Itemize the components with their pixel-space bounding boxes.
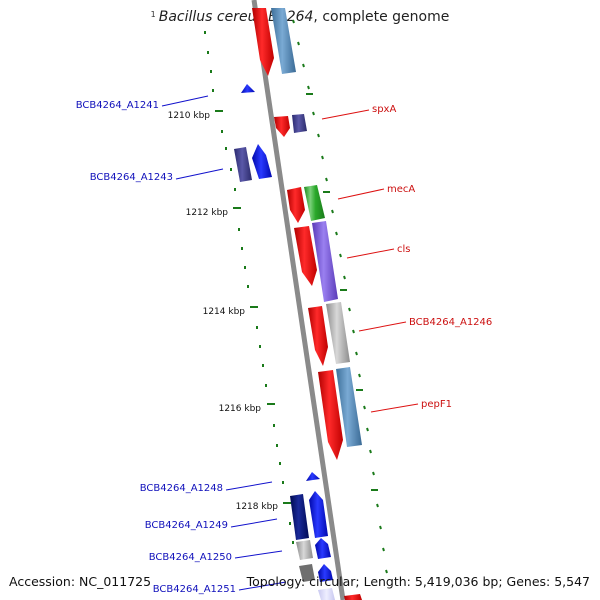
scale-ring-inner xyxy=(204,31,294,544)
gene-arrow[interactable] xyxy=(344,594,362,600)
reverse-gene-labels: BCB4264_A1241 BCB4264_A1243 BCB4264_A124… xyxy=(76,100,236,595)
gene-BCB4264_A1241[interactable] xyxy=(241,84,255,93)
label-mecA[interactable]: mecA xyxy=(387,184,415,195)
reverse-strand-genes xyxy=(234,84,333,582)
genome-backbone xyxy=(251,0,346,600)
gene-arrow[interactable] xyxy=(304,185,325,221)
gene-arrow[interactable] xyxy=(271,8,296,74)
scale-label-1218: 1218 kbp xyxy=(236,502,279,512)
label-BCB4264_A1243[interactable]: BCB4264_A1243 xyxy=(90,172,173,183)
gene-cls[interactable] xyxy=(294,226,317,286)
label-BCB4264_A1241[interactable]: BCB4264_A1241 xyxy=(76,100,159,111)
label-BCB4264_A1248[interactable]: BCB4264_A1248 xyxy=(140,483,223,494)
topology-summary: Topology: circular; Length: 5,419,036 bp… xyxy=(246,574,590,589)
label-cls[interactable]: cls xyxy=(397,244,411,255)
gene-arrow[interactable] xyxy=(292,114,307,133)
label-BCB4264_A1251[interactable]: BCB4264_A1251 xyxy=(153,584,236,595)
gene-arrow[interactable] xyxy=(336,367,362,447)
gene-arrow[interactable] xyxy=(252,8,274,76)
gene-arrow[interactable] xyxy=(234,147,252,182)
scale-ring-outer-major xyxy=(306,93,378,491)
gene-BCB4264_A1251[interactable] xyxy=(299,564,315,582)
label-BCB4264_A1250[interactable]: BCB4264_A1250 xyxy=(149,552,232,563)
forward-strand-genes xyxy=(252,8,362,600)
reverse-label-leaders xyxy=(161,95,287,591)
gene-BCB4264_A1243[interactable] xyxy=(252,144,272,179)
gene-spxA[interactable] xyxy=(274,116,290,137)
forward-gene-labels: spxA mecA cls BCB4264_A1246 pepF1 xyxy=(372,104,492,410)
scale-labels: 1210 kbp 1212 kbp 1214 kbp 1216 kbp 1218… xyxy=(168,111,279,512)
gene-arrow[interactable] xyxy=(318,588,335,600)
gene-pepF1[interactable] xyxy=(318,370,343,460)
label-pepF1[interactable]: pepF1 xyxy=(421,399,452,410)
accession-text: Accession: NC_011725 xyxy=(9,574,152,589)
gene-mecA[interactable] xyxy=(287,187,305,223)
scale-label-1216: 1216 kbp xyxy=(219,404,262,414)
scale-label-1214: 1214 kbp xyxy=(203,307,246,317)
forward-label-leaders xyxy=(321,109,419,413)
gene-BCB4264_A1248[interactable] xyxy=(306,472,320,481)
gene-arrow[interactable] xyxy=(312,221,338,302)
gene-arrow[interactable] xyxy=(309,491,328,538)
gene-BCB4264_A1249[interactable] xyxy=(290,494,309,540)
scale-ring-outer xyxy=(292,19,388,574)
gene-arrow[interactable] xyxy=(326,302,350,364)
scale-label-1212: 1212 kbp xyxy=(186,208,229,218)
label-spxA[interactable]: spxA xyxy=(372,104,396,115)
label-BCB4264_A1246[interactable]: BCB4264_A1246 xyxy=(409,317,492,328)
gene-arrow[interactable] xyxy=(318,564,333,582)
first-position-tick: 1 xyxy=(150,10,156,19)
scale-label-1210: 1210 kbp xyxy=(168,111,211,121)
scale-ring-inner-major xyxy=(215,110,291,504)
title-suffix: , complete genome xyxy=(313,9,450,25)
gene-BCB4264_A1246[interactable] xyxy=(308,306,328,366)
gene-arrow[interactable] xyxy=(296,540,313,560)
gene-BCB4264_A1250[interactable] xyxy=(315,538,331,559)
label-BCB4264_A1249[interactable]: BCB4264_A1249 xyxy=(145,520,228,531)
